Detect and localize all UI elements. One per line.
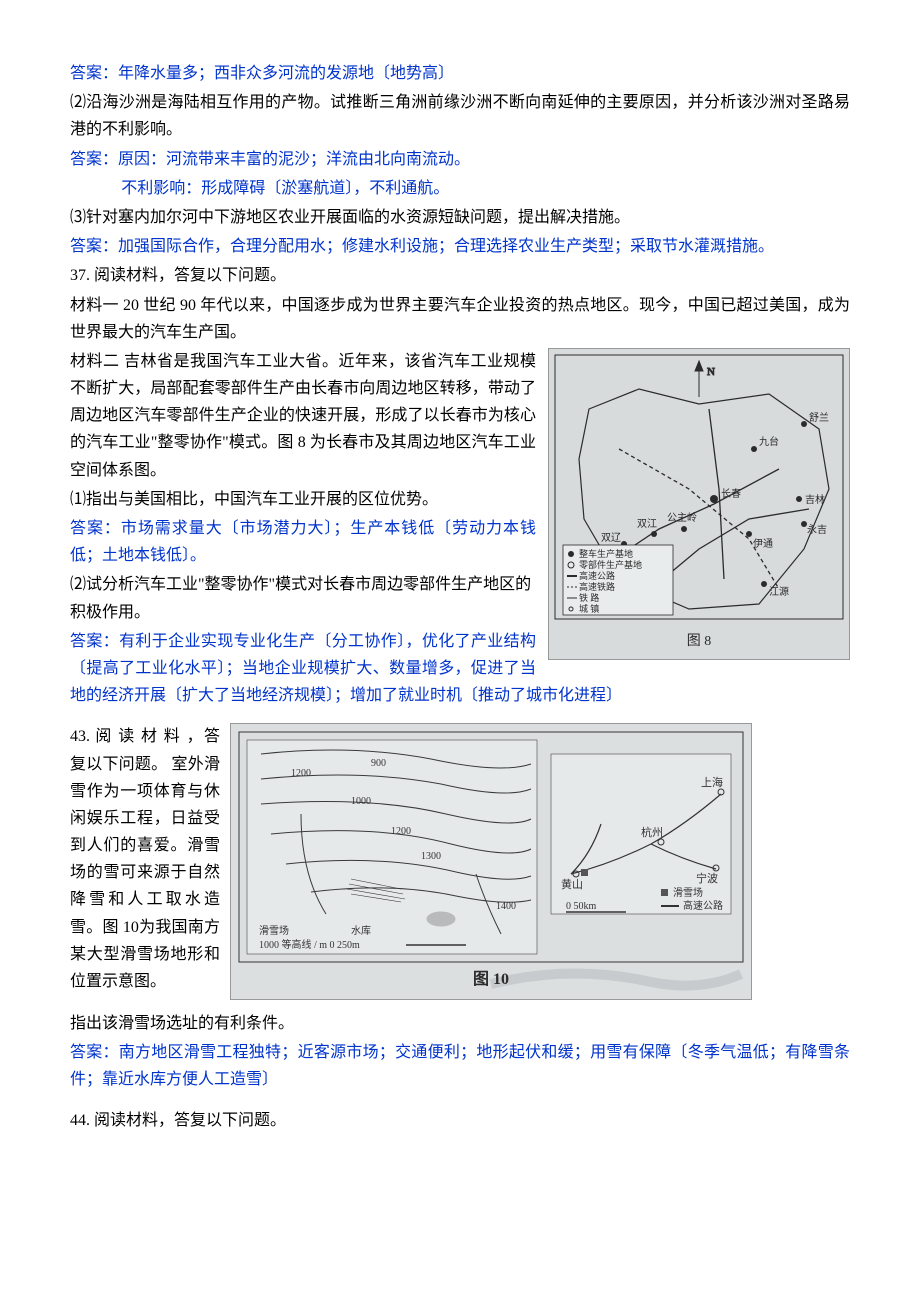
svg-text:高速公路: 高速公路 (683, 899, 723, 912)
figure-10-map: 1200 900 1000 1200 1300 1400 (230, 723, 752, 1000)
svg-text:900: 900 (371, 758, 386, 769)
svg-text:1300: 1300 (421, 851, 441, 862)
fig8-label: 图 8 (687, 634, 712, 649)
svg-text:1000: 1000 (351, 796, 371, 807)
fig10-label: 图 10 (473, 970, 509, 988)
svg-text:江源: 江源 (769, 585, 789, 598)
svg-text:上海: 上海 (701, 775, 723, 789)
svg-text:1400: 1400 (496, 901, 516, 912)
svg-text:1200: 1200 (391, 826, 411, 837)
svg-text:城 镇: 城 镇 (579, 603, 599, 614)
q37-material1: 材料一 20 世纪 90 年代以来，中国逐步成为世界主要汽车企业投资的热点地区。… (70, 292, 850, 346)
svg-text:整车生产基地: 整车生产基地 (579, 548, 633, 559)
q37-head: 37. 阅读材料，答复以下问题。 (70, 262, 850, 289)
q44-head: 44. 阅读材料，答复以下问题。 (70, 1107, 850, 1134)
q36-2-answer-line2: 不利影响：形成障碍〔淤塞航道〕，不利通航。 (70, 175, 850, 202)
svg-text:N: N (707, 366, 715, 378)
svg-text:高速公路: 高速公路 (579, 570, 615, 581)
svg-text:九台: 九台 (759, 435, 779, 448)
svg-text:吉林: 吉林 (805, 493, 825, 506)
svg-text:滑雪场: 滑雪场 (259, 924, 289, 937)
q43-row: 43. 阅 读 材 料 ，答复以下问题。 室外滑雪作为一项体育与休闲娱乐工程，日… (70, 723, 850, 1009)
svg-text:双江: 双江 (637, 518, 657, 530)
svg-text:杭州: 杭州 (641, 825, 663, 839)
figure-8-map: N (548, 348, 850, 660)
svg-text:宁波: 宁波 (696, 871, 718, 885)
q43-body: 室外滑雪作为一项体育与休闲娱乐工程，日益受到人们的喜爱。滑雪场的雪可来源于自然降… (70, 756, 220, 991)
svg-text:0 50km: 0 50km (566, 901, 597, 912)
svg-text:黄山: 黄山 (561, 877, 583, 891)
q43-question: 指出该滑雪场选址的有利条件。 (70, 1010, 850, 1037)
q36-2-answer-line1: 答案：原因：河流带来丰富的泥沙；洋流由北向南流动。 (70, 146, 850, 173)
figure-8-container: N (548, 348, 850, 669)
map10-svg: 1200 900 1000 1200 1300 1400 (231, 724, 751, 999)
svg-text:长春: 长春 (721, 488, 741, 500)
svg-text:水库: 水库 (351, 924, 371, 937)
svg-text:永吉: 永吉 (807, 523, 827, 536)
svg-text:高速铁路: 高速铁路 (579, 581, 615, 592)
q36-3-question: ⑶针对塞内加尔河中下游地区农业开展面临的水资源短缺问题，提出解决措施。 (70, 204, 850, 231)
svg-text:零部件生产基地: 零部件生产基地 (579, 559, 642, 570)
q36-prev-answer: 答案：年降水量多；西非众多河流的发源地〔地势高〕 (70, 60, 850, 87)
svg-text:舒兰: 舒兰 (809, 411, 829, 424)
svg-text:公主岭: 公主岭 (667, 511, 697, 524)
svg-text:伊通: 伊通 (753, 538, 773, 550)
svg-text:1200: 1200 (291, 768, 311, 779)
q36-3-answer: 答案：加强国际合作，合理分配用水；修建水利设施；合理选择农业生产类型；采取节水灌… (70, 233, 850, 260)
map8-svg: N (549, 349, 849, 659)
svg-text:铁 路: 铁 路 (579, 592, 599, 603)
svg-text:1000 等高线 / m 0 250m: 1000 等高线 / m 0 250m (259, 938, 360, 951)
q43-answer: 答案：南方地区滑雪工程独特；近客源市场；交通便利；地形起伏和缓；用雪有保障〔冬季… (70, 1039, 850, 1093)
svg-text:滑雪场: 滑雪场 (673, 886, 703, 899)
svg-text:双辽: 双辽 (601, 532, 621, 544)
q36-2-question: ⑵沿海沙洲是海陆相互作用的产物。试推断三角洲前缘沙洲不断向南延伸的主要原因，并分… (70, 89, 850, 143)
